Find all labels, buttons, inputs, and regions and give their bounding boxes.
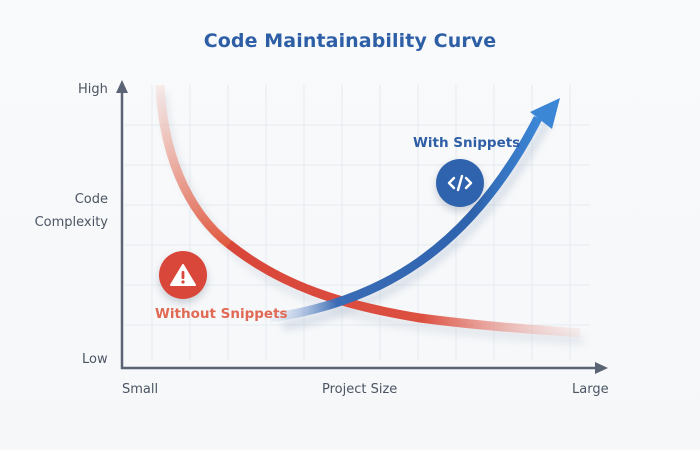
- x-axis-small-label: Small: [122, 382, 159, 397]
- y-axis-low-label: Low: [82, 352, 108, 367]
- y-axis-arrow-icon: [116, 80, 128, 93]
- code-icon: [447, 174, 473, 192]
- y-axis-title-line1: Code: [74, 192, 108, 207]
- curve-without-snippets: [155, 84, 581, 338]
- y-axis-high-label: High: [78, 82, 108, 97]
- label-with-snippets: With Snippets: [413, 135, 521, 151]
- x-axis-arrow-icon: [595, 362, 608, 374]
- label-without-snippets: Without Snippets: [155, 306, 288, 322]
- warning-icon: [170, 264, 196, 286]
- arrow-head-icon: [530, 98, 560, 129]
- diagram-title: Code Maintainability Curve: [203, 30, 497, 52]
- axes: [116, 80, 608, 374]
- curve-with-snippets: [269, 98, 560, 323]
- grid-lines: [125, 85, 590, 360]
- warning-badge: [159, 251, 207, 299]
- y-axis-title-line2: Complexity: [34, 215, 108, 230]
- x-axis-large-label: Large: [572, 382, 609, 397]
- x-axis-title: Project Size: [322, 382, 398, 397]
- y-axis-title: Code Complexity: [30, 188, 108, 234]
- code-badge: [436, 159, 484, 207]
